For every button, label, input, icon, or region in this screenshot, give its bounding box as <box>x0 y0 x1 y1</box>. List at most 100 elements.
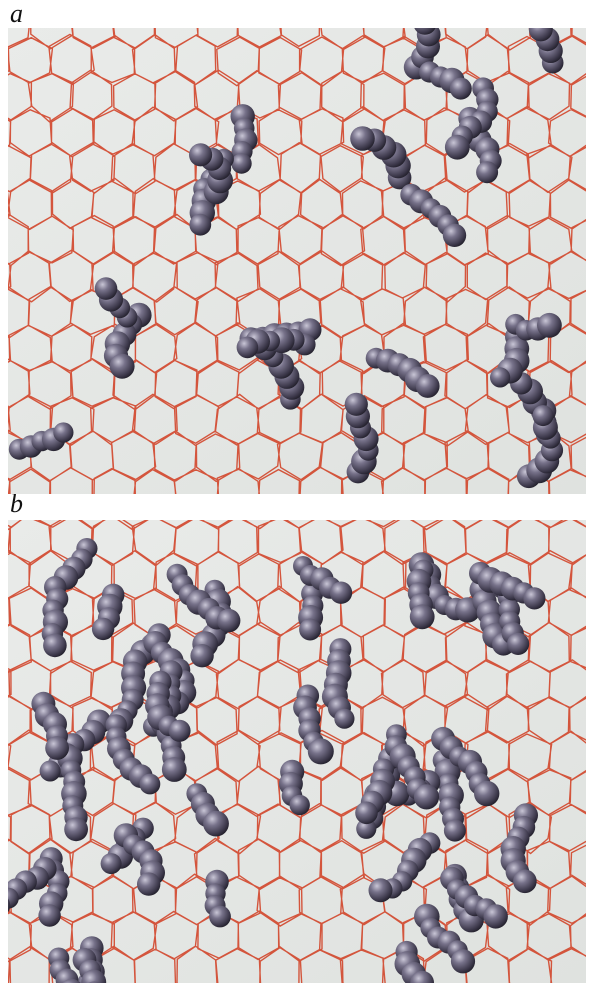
molecule-chain <box>469 561 546 610</box>
atom <box>443 819 466 842</box>
molecule-chain <box>368 832 441 903</box>
atom <box>203 810 229 837</box>
panel-b <box>8 520 586 983</box>
atom <box>43 633 67 658</box>
atom <box>368 878 393 903</box>
atom <box>109 353 135 379</box>
atom <box>414 28 436 35</box>
molecule-chain <box>298 582 324 641</box>
molecule-chain <box>419 61 472 100</box>
atom <box>45 736 69 760</box>
atom <box>344 392 368 416</box>
atom <box>506 632 530 656</box>
atom <box>38 904 61 927</box>
molecule-chain <box>8 422 74 460</box>
atom <box>409 604 435 630</box>
atom <box>528 28 553 42</box>
atom <box>334 708 355 729</box>
atom <box>299 618 322 641</box>
atom <box>236 336 259 359</box>
molecule-chain <box>91 583 125 641</box>
atom <box>81 969 107 983</box>
zeolite-framework <box>8 520 586 983</box>
molecule-chain <box>365 347 440 398</box>
molecule-chain <box>31 691 69 760</box>
molecule-chain <box>469 577 515 656</box>
molecule-chain <box>293 684 334 765</box>
atom <box>64 817 88 842</box>
molecule-chain <box>505 312 562 341</box>
atom <box>476 161 499 184</box>
atom <box>39 760 61 782</box>
atom <box>189 143 213 167</box>
atom <box>356 818 377 839</box>
molecule-chain <box>350 126 412 190</box>
molecule-chain <box>189 143 234 205</box>
atom <box>289 794 310 816</box>
molecule-chain <box>57 745 88 842</box>
molecule-chain <box>236 327 316 359</box>
atom <box>416 28 441 47</box>
molecule-chain <box>406 559 435 630</box>
atom <box>537 312 562 338</box>
molecule-chain <box>204 869 231 928</box>
atom <box>161 757 187 782</box>
molecule-chain <box>166 563 241 633</box>
molecule-chain <box>8 857 57 913</box>
atom <box>91 617 115 641</box>
panel-a <box>8 28 586 494</box>
atom <box>355 801 378 825</box>
molecule-chain <box>41 576 69 658</box>
molecule-chain <box>105 714 161 795</box>
molecule-chain <box>444 77 499 160</box>
atom <box>449 77 472 100</box>
atom <box>444 134 470 160</box>
atom <box>190 644 214 668</box>
atom <box>410 970 434 983</box>
atom <box>137 872 161 896</box>
atom <box>62 978 81 983</box>
atom <box>513 869 537 894</box>
atom <box>209 905 231 928</box>
atom <box>483 904 508 929</box>
molecule-chain <box>293 556 353 604</box>
atom <box>8 898 11 913</box>
molecule-chain <box>321 638 355 729</box>
molecule-chain <box>344 392 379 484</box>
molecule-chain <box>384 724 440 810</box>
molecule-chain <box>355 747 401 825</box>
panel-label: a <box>10 0 23 28</box>
molecule-chain <box>230 104 258 174</box>
atom <box>532 405 554 427</box>
atom <box>216 608 241 633</box>
molecule-chain <box>145 670 191 742</box>
atom <box>8 887 19 909</box>
molecule-chain <box>400 183 467 247</box>
atom <box>523 587 546 610</box>
atom <box>168 719 191 742</box>
molecule-chain <box>186 783 229 837</box>
molecule-chain <box>528 28 564 74</box>
molecule-chain <box>394 940 434 983</box>
atom <box>94 277 118 300</box>
atom <box>231 153 252 174</box>
atom <box>100 853 122 875</box>
atom <box>350 126 375 151</box>
atom <box>307 738 334 765</box>
molecule-chain <box>516 405 564 489</box>
molecule-chain <box>48 947 81 983</box>
molecule-chain <box>500 803 539 894</box>
atom <box>474 780 500 807</box>
atom <box>413 784 440 810</box>
atom <box>189 213 212 236</box>
molecule-chain <box>113 823 166 896</box>
molecule-chain <box>94 277 138 328</box>
molecule-chain <box>53 538 98 590</box>
atom <box>450 949 476 974</box>
atom <box>139 773 161 795</box>
atom <box>53 422 74 443</box>
molecule-chain <box>440 866 508 929</box>
atom <box>329 581 353 604</box>
